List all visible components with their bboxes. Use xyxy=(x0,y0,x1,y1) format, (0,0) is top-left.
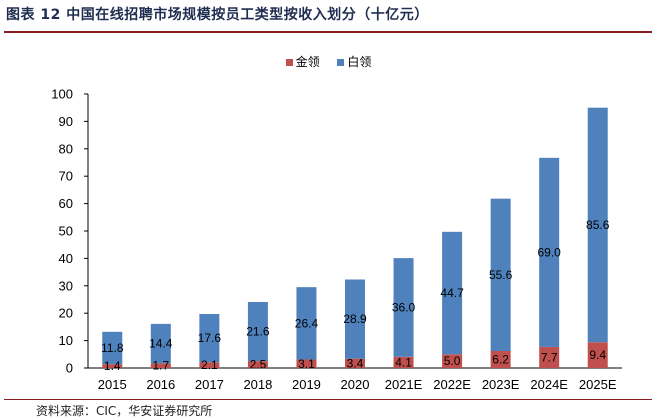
chart-title: 图表 12 中国在线招聘市场规模按员工类型按收入划分（十亿元） xyxy=(6,7,429,23)
data-label: 2.5 xyxy=(250,358,267,372)
legend-item-gold: 金领 xyxy=(285,53,320,70)
data-label: 69.0 xyxy=(538,245,562,259)
bar-segment-white xyxy=(345,279,365,359)
y-tick-label: 60 xyxy=(59,196,73,211)
legend-swatch-white xyxy=(337,59,345,66)
bar-segment-gold xyxy=(442,354,463,368)
data-label: 9.4 xyxy=(589,348,606,362)
data-label: 1.7 xyxy=(152,359,169,373)
x-tick-label: 2025E xyxy=(579,377,617,392)
x-tick-label: 2020 xyxy=(341,377,370,392)
bar-segment-gold xyxy=(539,346,560,368)
x-tick-label: 2017 xyxy=(195,377,224,392)
x-tick-label: 2016 xyxy=(146,377,175,392)
y-tick-label: 100 xyxy=(51,87,73,102)
bar-segment-gold xyxy=(587,342,608,368)
legend-item-white: 白领 xyxy=(337,53,371,70)
bar-segment-gold xyxy=(393,356,414,368)
x-tick-label: 2015 xyxy=(98,377,127,392)
x-tick-label: 2021E xyxy=(385,377,423,392)
data-label: 3.4 xyxy=(347,356,364,370)
x-tick-label: 2024E xyxy=(530,377,568,392)
data-label: 3.1 xyxy=(298,357,315,371)
footer-divider xyxy=(4,399,652,400)
data-label: 26.4 xyxy=(295,316,319,330)
bar-segment-white xyxy=(490,198,511,352)
y-tick-label: 30 xyxy=(59,278,73,293)
bar-segment-white xyxy=(587,107,608,343)
x-tick-label: 2023E xyxy=(482,377,520,392)
data-label: 1.4 xyxy=(104,359,121,373)
y-tick-label: 0 xyxy=(66,361,73,376)
data-label: 5.0 xyxy=(444,354,461,368)
x-tick-label: 2018 xyxy=(243,377,272,392)
bar-segment-gold xyxy=(247,361,268,368)
data-label: 17.6 xyxy=(198,331,222,345)
data-label: 55.6 xyxy=(489,268,513,282)
data-label: 6.2 xyxy=(492,353,509,367)
legend-label-gold: 金领 xyxy=(295,55,320,69)
legend-label-white: 白领 xyxy=(347,55,372,69)
bar-segment-gold xyxy=(490,351,511,368)
bar-segment-white xyxy=(296,287,317,360)
bar-segment-white xyxy=(199,314,220,363)
data-label: 44.7 xyxy=(440,286,464,300)
y-tick-label: 50 xyxy=(59,224,73,239)
bar-segment-gold xyxy=(199,362,220,368)
bar-segment-white xyxy=(442,231,463,355)
legend-swatch-gold xyxy=(285,59,293,66)
y-tick-label: 90 xyxy=(59,114,73,129)
bar-segment-white xyxy=(393,258,414,357)
data-label: 7.7 xyxy=(541,350,558,364)
title-divider xyxy=(4,31,652,33)
y-tick-label: 70 xyxy=(59,169,73,184)
bar-segment-gold xyxy=(102,364,123,368)
x-tick-label: 2022E xyxy=(433,377,471,392)
y-tick-label: 80 xyxy=(59,141,73,156)
bar-segment-gold xyxy=(345,358,365,368)
data-label: 14.4 xyxy=(149,337,173,351)
x-axis: 2015 2016 2017 2018 2019 2020 2021E 2022E 2023E 2… xyxy=(88,367,622,392)
y-tick-label: 20 xyxy=(59,306,73,321)
bar-segment-white xyxy=(539,157,560,347)
bars xyxy=(102,107,608,368)
data-label: 2.1 xyxy=(201,358,218,372)
bar-segment-white xyxy=(247,301,268,362)
bar-segment-white xyxy=(102,331,123,365)
bar-segment-white xyxy=(150,323,171,364)
data-label: 28.9 xyxy=(343,312,367,326)
bar-segment-gold xyxy=(150,363,171,368)
data-label: 4.1 xyxy=(395,355,412,369)
data-label: 36.0 xyxy=(392,300,416,314)
data-label: 85.6 xyxy=(586,218,610,232)
y-axis: 0 10 20 30 40 50 60 70 80 90 100 xyxy=(51,87,89,376)
y-tick-label: 10 xyxy=(59,333,73,348)
chart-legend: 金领 白领 xyxy=(0,53,657,70)
bar-segment-gold xyxy=(296,359,317,368)
data-label: 11.8 xyxy=(101,341,124,355)
y-tick-label: 40 xyxy=(59,251,73,266)
data-labels: 1.4 11.8 1.7 14.4 2.1 17.6 2.5 21.6 3.1 26.4 3.4 28… xyxy=(101,218,610,373)
x-tick-label: 2019 xyxy=(292,377,321,392)
data-label: 21.6 xyxy=(246,325,270,339)
source-note: 资料来源：CIC，华安证券研究所 xyxy=(36,404,213,418)
